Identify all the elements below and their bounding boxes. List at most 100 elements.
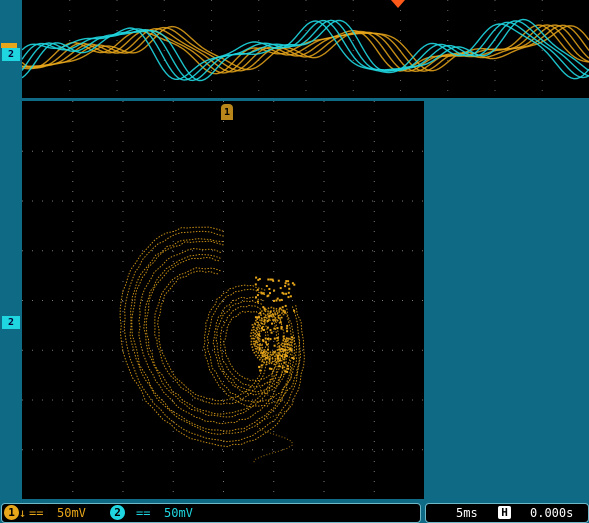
xy-trace-dot [287, 367, 290, 370]
xy-trace-dot [286, 330, 289, 333]
trigger-position-icon[interactable] [391, 0, 405, 8]
xy-trace-dot [276, 327, 279, 330]
xy-trace-loop [154, 267, 270, 405]
xy-trace-dot [261, 339, 264, 342]
xy-trace-loop [138, 247, 287, 425]
xy-trace-dot [268, 315, 271, 318]
xy-trace-dot [266, 319, 269, 322]
xy-trace-dot [283, 349, 286, 352]
xy-trace-dot [285, 355, 288, 357]
xy-trace-dot [282, 309, 285, 312]
xy-trace-dot [284, 285, 287, 288]
xy-trace-dot [269, 338, 272, 341]
xy-trace-dot [270, 331, 273, 334]
ch2-dc-icon: == [136, 506, 151, 520]
xy-trace-dot [282, 292, 285, 295]
xy-trace-dot [276, 297, 279, 300]
xy-trace-dot [285, 327, 288, 330]
xy-trace-dot [273, 351, 276, 354]
xy-trace-dot [280, 327, 283, 330]
xy-trace-dot [284, 282, 287, 285]
xy-trace-dot [277, 279, 280, 282]
xy-trace-dot [273, 289, 276, 292]
xy-trace-dot [268, 358, 271, 361]
timebase-value: 5ms [456, 506, 478, 520]
xy-trace-loop [249, 306, 294, 366]
xy-trace-dot [272, 279, 275, 282]
xy-trace-dot [261, 355, 264, 358]
xy-trace-dot [258, 348, 261, 350]
xy-trace-dot [262, 306, 265, 309]
timebase-status-box[interactable]: 5ms H 0.000s [425, 503, 589, 523]
xy-trace-dot [269, 278, 272, 281]
ch2-offset-marker-mid[interactable]: 2 [2, 316, 20, 329]
xy-trace-dot [261, 352, 264, 355]
xy-trace-loop [129, 238, 296, 435]
ch2-marker-label: 2 [7, 48, 15, 60]
xy-trace-dot [266, 326, 269, 329]
xy-trace-dot [273, 299, 275, 302]
xy-trace-dot [258, 365, 261, 368]
xy-trace-dot [264, 337, 267, 340]
xy-trace-dot [289, 348, 292, 351]
side-panel [424, 101, 589, 499]
xy-trace-dot [264, 341, 267, 344]
ch2-scale: 50mV [164, 506, 193, 520]
xy-trace-dot [256, 288, 259, 291]
time-trace [21, 25, 589, 72]
time-trace [21, 20, 589, 80]
xy-trace-dot [262, 329, 265, 331]
xy-trace-loop [119, 226, 305, 448]
xy-trace-dot [263, 307, 266, 310]
xy-trace-dot [290, 349, 293, 352]
ch1-scale: 50mV [57, 506, 86, 520]
xy-trace-dot [256, 294, 259, 297]
xy-trace-dot [279, 287, 282, 290]
xy-trace-dot [271, 278, 274, 281]
xy-trace-dot [266, 343, 269, 346]
xy-trace-dot [269, 310, 272, 313]
xy-trace-dot [267, 348, 269, 351]
xy-trace-dot [257, 316, 260, 319]
xy-trace-dot [262, 292, 265, 295]
channel-status-box[interactable]: 1 ↓ == 50mV 2 == 50mV [1, 503, 421, 523]
xy-trace-dot [261, 327, 263, 330]
xy-trace-dot [286, 365, 289, 368]
ch1-position-marker[interactable]: 1 [221, 104, 233, 120]
ch2-offset-marker-top[interactable]: 2 [2, 48, 20, 61]
xy-trace-loop [206, 288, 298, 404]
xy-trace-dot [289, 295, 292, 298]
xy-trace-tail [253, 360, 294, 463]
xy-trace-loop [131, 240, 293, 432]
horizontal-mode-icon: H [498, 506, 511, 519]
xy-trace-dot [271, 322, 273, 325]
xy-trace-dot [279, 321, 282, 324]
xy-trace-dot [267, 294, 270, 297]
xy-trace-loop [123, 230, 302, 443]
xy-trace-dot [291, 336, 294, 339]
xy-trace-loop [143, 253, 281, 418]
time-domain-waveform-display [21, 0, 589, 98]
xy-trace-loop [215, 300, 289, 393]
xy-trace-dot [287, 296, 290, 299]
xy-trace-dot [278, 365, 281, 368]
ch1-badge-icon[interactable]: 1 [4, 505, 19, 520]
ch1-marker-label: 1 [223, 106, 231, 118]
xy-trace-dot [287, 280, 290, 283]
ch1-dc-icon: == [29, 506, 44, 520]
xy-trace-dot [284, 370, 287, 373]
xy-trace-loop [257, 316, 286, 355]
xy-trace-dot [292, 357, 295, 360]
xy-trace-dot [268, 288, 271, 290]
xy-trace-dot [276, 336, 279, 339]
xy-trace-dot [258, 278, 261, 280]
trigger-position-value: 0.000s [530, 506, 574, 520]
xy-trace-dot [267, 278, 270, 281]
ch1-offset-marker-icon[interactable] [1, 43, 17, 48]
xy-trace-dot [273, 327, 276, 330]
xy-trace-loop [254, 313, 289, 360]
xy-trace-dot [275, 299, 278, 302]
xy-trace-dot [255, 276, 258, 279]
xy-trace-dot [285, 292, 288, 295]
ch2-badge-icon[interactable]: 2 [110, 505, 125, 520]
